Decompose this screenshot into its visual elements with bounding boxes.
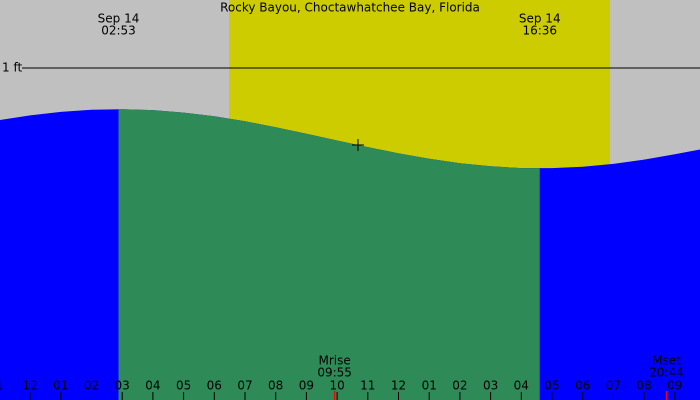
- x-tick-label: 12: [22, 379, 37, 393]
- x-tick-label: 06: [207, 379, 222, 393]
- moon-time: 09:55: [317, 366, 352, 380]
- event-time: 02:53: [101, 24, 136, 38]
- x-tick-label: 01: [53, 379, 68, 393]
- falling-tide-area: [118, 109, 540, 400]
- y-tick-label: 1 ft: [2, 61, 22, 75]
- moon-label: Mset: [652, 354, 681, 368]
- x-tick-label: 03: [483, 379, 498, 393]
- x-tick-label: 06: [575, 379, 590, 393]
- x-tick-label: 01: [422, 379, 437, 393]
- x-tick-label: 1: [0, 379, 3, 393]
- moon-time: 20:44: [649, 366, 684, 380]
- x-tick-label: 04: [514, 379, 529, 393]
- x-tick-label: 12: [391, 379, 406, 393]
- event-date: Sep 14: [98, 12, 140, 26]
- x-tick-label: 08: [636, 379, 651, 393]
- moon-label: Mrise: [319, 354, 351, 368]
- x-tick-label: 09: [667, 379, 682, 393]
- x-tick-label: 07: [237, 379, 252, 393]
- x-tick-label: 11: [360, 379, 375, 393]
- event-date: Sep 14: [519, 12, 561, 26]
- x-tick-label: 03: [115, 379, 130, 393]
- x-tick-label: 08: [268, 379, 283, 393]
- x-tick-label: 05: [176, 379, 191, 393]
- event-time: 16:36: [522, 24, 557, 38]
- chart-title: Rocky Bayou, Choctawhatchee Bay, Florida: [220, 1, 480, 15]
- x-tick-label: 02: [84, 379, 99, 393]
- x-tick-label: 02: [452, 379, 467, 393]
- x-tick-label: 09: [299, 379, 314, 393]
- x-tick-label: 10: [329, 379, 344, 393]
- x-tick-label: 05: [544, 379, 559, 393]
- x-tick-label: 04: [145, 379, 160, 393]
- cursor: [352, 139, 364, 151]
- x-tick-label: 07: [606, 379, 621, 393]
